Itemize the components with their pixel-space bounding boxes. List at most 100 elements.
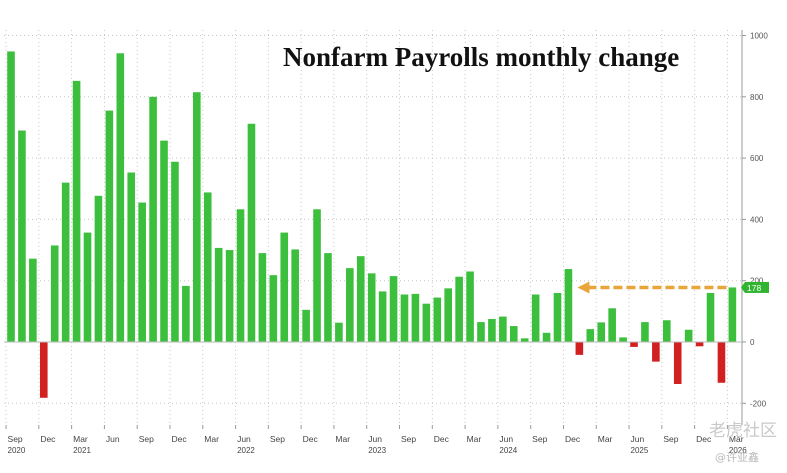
bar-2024-03: [466, 271, 474, 342]
bar-2021-11: [160, 140, 168, 342]
bar-2021-01: [50, 245, 59, 342]
bar-2020-12: [39, 342, 48, 398]
x-tick-label-dec: Dec: [565, 434, 581, 444]
bar-2022-04: [214, 247, 223, 342]
x-year-label: 2020: [8, 446, 26, 455]
bar-2022-10: [280, 232, 289, 342]
bar-2024-11: [553, 292, 562, 342]
x-tick-label-mar: Mar: [729, 434, 744, 444]
x-tick-label-dec: Dec: [40, 434, 56, 444]
x-tick-label-mar: Mar: [467, 434, 482, 444]
bar-2021-12: [171, 161, 179, 342]
bar-2022-05: [225, 250, 234, 342]
bar-2021-07: [116, 53, 125, 342]
x-tick-label-jun: Jun: [368, 434, 382, 444]
bar-2025-07: [641, 322, 649, 342]
x-year-label: 2022: [237, 446, 255, 455]
bar-2026-03: [728, 287, 737, 342]
watermark: 老虎社区: [709, 421, 777, 441]
x-tick-label-sep: Sep: [532, 434, 547, 444]
x-tick-label-mar: Mar: [204, 434, 219, 444]
x-tick-label-dec: Dec: [171, 434, 187, 444]
bar-2023-10: [411, 293, 420, 342]
bar-2023-05: [356, 256, 365, 342]
x-year-label: 2021: [73, 446, 91, 455]
watermark-sub: @许亚鑫: [715, 451, 759, 464]
bar-2021-02: [61, 182, 70, 342]
x-tick-label-jun: Jun: [631, 434, 645, 444]
bar-2022-08: [258, 253, 267, 342]
bar-2025-03: [597, 322, 606, 342]
bar-2022-12: [302, 309, 310, 342]
x-tick-label-mar: Mar: [73, 434, 88, 444]
bar-2024-10: [542, 332, 551, 342]
last-value-label: 178: [747, 283, 761, 293]
bar-2025-08: [652, 342, 660, 362]
x-year-label: 2024: [499, 446, 517, 455]
bar-2025-01: [575, 342, 584, 355]
bar-2024-01: [444, 288, 452, 342]
bar-2025-10: [673, 342, 682, 384]
bar-2024-12: [564, 269, 573, 342]
bar-2021-04: [83, 232, 92, 342]
bar-2023-04: [346, 268, 354, 342]
bar-2022-02: [193, 92, 201, 342]
x-year-label: 2025: [631, 446, 649, 455]
x-tick-label-dec: Dec: [303, 434, 319, 444]
y-tick-label: 0: [750, 338, 755, 347]
x-year-label: 2026: [729, 446, 747, 455]
bar-2024-04: [477, 322, 485, 342]
x-tick-label-jun: Jun: [499, 434, 513, 444]
bar-2021-09: [138, 202, 146, 342]
bar-2022-09: [269, 275, 278, 342]
bar-2024-09: [531, 294, 540, 342]
bar-2021-10: [149, 96, 157, 342]
bar-2024-02: [455, 276, 463, 342]
bar-2022-07: [247, 123, 256, 342]
bar-2023-07: [378, 291, 387, 342]
bar-2025-12: [695, 342, 704, 347]
x-tick-label-mar: Mar: [598, 434, 613, 444]
y-tick-label: 400: [750, 215, 764, 224]
bar-2023-03: [335, 322, 343, 342]
x-tick-label-mar: Mar: [335, 434, 350, 444]
bar-2021-08: [127, 172, 136, 342]
bar-2023-08: [389, 276, 398, 342]
bar-2025-09: [663, 320, 671, 342]
x-tick-label-sep: Sep: [8, 434, 23, 444]
bar-2023-01: [313, 209, 321, 342]
bar-2024-08: [520, 338, 529, 342]
x-tick-label-sep: Sep: [401, 434, 416, 444]
bar-2025-04: [608, 308, 616, 342]
bar-2020-10: [18, 130, 26, 342]
bar-2025-11: [684, 329, 693, 342]
bar-2023-11: [422, 303, 431, 342]
bar-2024-06: [499, 316, 507, 342]
x-tick-label-jun: Jun: [237, 434, 251, 444]
bar-2022-11: [291, 249, 299, 342]
x-tick-label-dec: Dec: [434, 434, 450, 444]
bar-2025-05: [619, 337, 627, 342]
x-tick-label-dec: Dec: [696, 434, 712, 444]
bar-2026-02: [717, 342, 726, 383]
bar-2023-12: [433, 297, 442, 342]
bar-2020-11: [29, 258, 37, 342]
bar-2022-01: [182, 285, 190, 342]
bar-2023-02: [324, 253, 332, 342]
bar-2024-05: [488, 319, 496, 342]
y-tick-label: 600: [750, 154, 764, 163]
x-year-label: 2023: [368, 446, 386, 455]
x-tick-label-jun: Jun: [106, 434, 120, 444]
bar-2022-06: [236, 209, 245, 342]
bar-2025-06: [630, 342, 638, 347]
bar-2020-09: [7, 51, 15, 343]
y-tick-label: 200: [750, 277, 764, 286]
y-tick-label: 1000: [750, 32, 768, 41]
last-value-pointer: [741, 281, 745, 293]
annotation-arrow-head: [577, 281, 590, 294]
x-tick-label-sep: Sep: [139, 434, 154, 444]
bar-2021-06: [105, 110, 114, 342]
bar-2026-01: [706, 292, 715, 342]
